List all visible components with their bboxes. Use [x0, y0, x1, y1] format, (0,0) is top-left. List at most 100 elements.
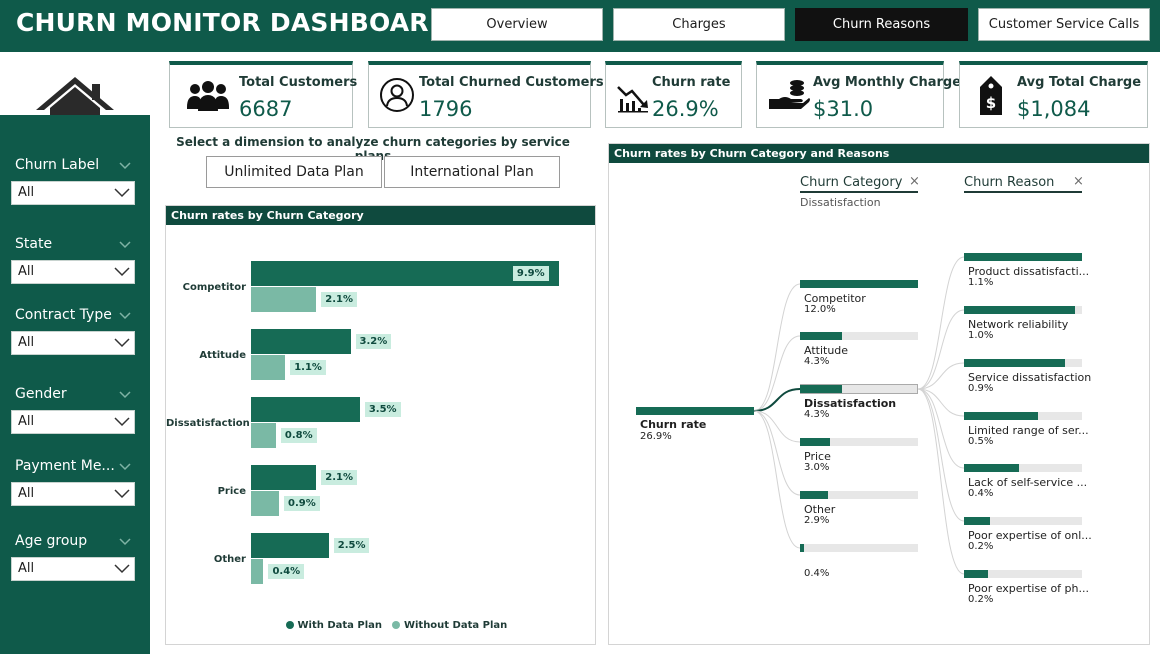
reason-label: Network reliability [968, 318, 1069, 331]
filter-label: Payment Me... [15, 458, 115, 474]
app-title: CHURN MONITOR DASHBOARD [16, 8, 450, 37]
category-bar-track[interactable] [800, 491, 918, 499]
reason-bar[interactable] [964, 306, 1075, 314]
bar-with-data-plan[interactable] [251, 329, 351, 354]
reason-bar-track[interactable] [964, 464, 1082, 472]
bar-without-data-plan[interactable] [251, 559, 264, 584]
kpi-label: Avg Total Charge [1017, 75, 1142, 90]
category-bar-track[interactable] [800, 438, 918, 446]
reason-bar[interactable] [964, 464, 1020, 472]
chevron-down-icon[interactable] [118, 238, 132, 252]
remove-level-icon[interactable]: × [909, 174, 920, 189]
category-bar[interactable] [800, 280, 918, 288]
data-label-with: 2.1% [321, 470, 358, 485]
filter-dropdown[interactable]: All [11, 482, 135, 506]
category-label: Dissatisfaction [166, 418, 250, 429]
reason-value: 0.2% [968, 541, 994, 552]
reason-label: Lack of self-service ... [968, 476, 1088, 489]
category-bar[interactable] [800, 438, 830, 446]
reason-bar[interactable] [964, 570, 988, 578]
filter-value: All [18, 561, 35, 576]
reason-bar[interactable] [964, 253, 1082, 261]
kpi-value: 6687 [239, 97, 293, 121]
reason-bar-track[interactable] [964, 570, 1082, 578]
header-underline [800, 191, 918, 193]
chevron-down-icon [114, 417, 130, 427]
filter-dropdown[interactable]: All [11, 410, 135, 434]
kpi-total-churned-customers: Total Churned Customers 1796 [368, 61, 604, 128]
category-label: Attitude [804, 344, 849, 357]
filter-value: All [18, 335, 35, 350]
bar-with-data-plan[interactable] [251, 465, 317, 490]
chevron-down-icon[interactable] [118, 460, 132, 474]
filter-dropdown[interactable]: All [11, 557, 135, 581]
reason-bar-track[interactable] [964, 517, 1082, 525]
chevron-down-icon[interactable] [118, 159, 132, 173]
bar-with-data-plan[interactable] [251, 397, 360, 422]
category-filter-label: Dissatisfaction [800, 196, 881, 209]
category-bar[interactable] [800, 332, 843, 340]
bar-without-data-plan[interactable] [251, 287, 317, 312]
bar-without-data-plan[interactable] [251, 355, 286, 380]
nav-churn-reasons-button[interactable]: Churn Reasons [795, 8, 968, 41]
data-label-without: 0.4% [268, 564, 305, 579]
root-label: Churn rate [640, 418, 707, 431]
reason-value: 1.0% [968, 330, 994, 341]
remove-level-icon[interactable]: × [1073, 174, 1084, 189]
filter-value: All [18, 264, 35, 279]
filter-value: All [18, 185, 35, 200]
churn-category-header[interactable]: Churn Category [800, 175, 903, 190]
kpi-label: Avg Monthly Charge [813, 75, 962, 90]
chart-legend: With Data Plan Without Data Plan [286, 620, 507, 631]
reason-value: 0.9% [968, 383, 994, 394]
tree-title: Churn rates by Churn Category and Reason… [609, 144, 1149, 163]
header-underline [964, 191, 1082, 193]
filter-dropdown[interactable]: All [11, 260, 135, 284]
bar-without-data-plan[interactable] [251, 491, 279, 516]
root-bar[interactable] [636, 407, 754, 415]
data-label-with: 3.2% [355, 334, 392, 349]
churn-reason-header[interactable]: Churn Reason [964, 175, 1055, 190]
chevron-down-icon[interactable] [118, 388, 132, 402]
filter-dropdown[interactable]: All [11, 181, 135, 205]
price-tag-icon: $ [980, 76, 1002, 115]
category-value: 2.9% [804, 515, 830, 526]
kpi-value: $1,084 [1017, 97, 1091, 121]
category-bar-track[interactable] [800, 332, 918, 340]
reason-label: Product dissatisfacti... [968, 265, 1090, 278]
bar-without-data-plan[interactable] [251, 423, 276, 448]
reason-bar[interactable] [964, 359, 1066, 367]
unlimited-data-plan-button[interactable]: Unlimited Data Plan [206, 156, 382, 188]
churn-category-chart: Churn rates by Churn Category Competitor… [165, 205, 596, 645]
kpi-label: Churn rate [652, 75, 731, 90]
reason-bar[interactable] [964, 412, 1039, 420]
bar-with-data-plan[interactable] [251, 261, 559, 286]
chevron-down-icon [114, 267, 130, 277]
category-label: Competitor [182, 282, 246, 293]
category-bar[interactable] [800, 544, 804, 552]
reason-value: 1.1% [968, 277, 994, 288]
category-bar[interactable] [800, 385, 843, 393]
nav-overview-button[interactable]: Overview [431, 8, 603, 41]
data-label-without: 0.8% [280, 428, 317, 443]
nav-customer-service-calls-button[interactable]: Customer Service Calls [978, 8, 1150, 41]
kpi-total-customers: Total Customers 6687 [169, 61, 357, 128]
reason-bar[interactable] [964, 517, 990, 525]
filter-label: Age group [15, 533, 88, 549]
category-label: Price [804, 450, 831, 463]
category-bar[interactable] [800, 491, 829, 499]
chevron-down-icon[interactable] [118, 535, 132, 549]
category-label: Other [804, 503, 836, 516]
kpi-value: 1796 [419, 97, 473, 121]
category-bar-track[interactable] [800, 544, 918, 552]
nav-charges-button[interactable]: Charges [613, 8, 785, 41]
filter-dropdown[interactable]: All [11, 331, 135, 355]
chevron-down-icon[interactable] [118, 309, 132, 323]
filter-label: Churn Label [15, 157, 100, 173]
kpi-label: Total Churned Customers [419, 75, 604, 90]
international-plan-button[interactable]: International Plan [384, 156, 560, 188]
kpi-avg-monthly-charge: Avg Monthly Charge $31.0 [756, 61, 961, 128]
bar-with-data-plan[interactable] [251, 533, 329, 558]
data-label-with: 2.5% [333, 538, 370, 553]
chevron-down-icon [114, 188, 130, 198]
